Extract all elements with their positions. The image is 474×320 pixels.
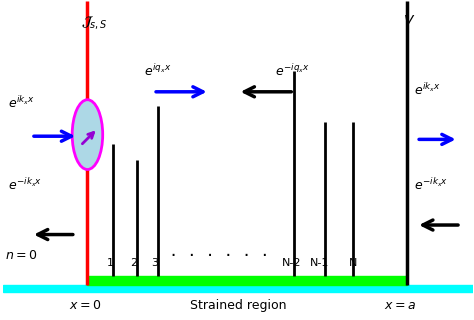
Text: $x=0$: $x=0$ xyxy=(69,300,101,312)
Text: N-1: N-1 xyxy=(310,258,329,268)
Text: $e^{ik_x x}$: $e^{ik_x x}$ xyxy=(414,82,441,98)
Text: $V$: $V$ xyxy=(403,14,415,28)
Text: $\mathcal{J}_{s,S}$: $\mathcal{J}_{s,S}$ xyxy=(81,14,108,31)
Text: 2: 2 xyxy=(130,258,137,268)
Text: $e^{iq_x x}$: $e^{iq_x x}$ xyxy=(144,63,171,79)
Text: $e^{-ik_x x}$: $e^{-ik_x x}$ xyxy=(414,177,448,193)
Text: $n=0$: $n=0$ xyxy=(6,249,38,262)
Bar xyxy=(87,276,407,285)
Text: · · · · · ·: · · · · · · xyxy=(169,248,269,263)
Text: N: N xyxy=(349,258,357,268)
Text: N-2: N-2 xyxy=(282,258,301,268)
Text: $x=a$: $x=a$ xyxy=(384,300,416,312)
Text: 3: 3 xyxy=(151,258,158,268)
Text: $e^{ik_x x}$: $e^{ik_x x}$ xyxy=(8,95,35,111)
Text: $e^{-ik_x x}$: $e^{-ik_x x}$ xyxy=(8,177,42,193)
Ellipse shape xyxy=(72,100,103,170)
Text: $e^{-iq_x x}$: $e^{-iq_x x}$ xyxy=(275,63,310,79)
Text: Strained region: Strained region xyxy=(190,300,286,312)
Bar xyxy=(3,285,473,292)
Text: 1: 1 xyxy=(107,258,113,268)
